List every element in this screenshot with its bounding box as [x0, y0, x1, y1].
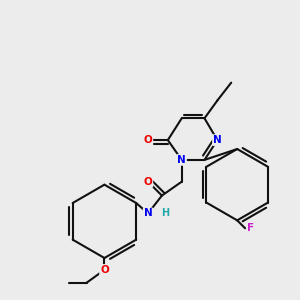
- Text: O: O: [144, 135, 152, 145]
- Text: N: N: [213, 135, 222, 145]
- Text: H: H: [161, 208, 169, 218]
- Text: N: N: [144, 208, 152, 218]
- Text: F: F: [248, 223, 255, 233]
- Text: O: O: [100, 265, 109, 275]
- Text: O: O: [144, 177, 152, 187]
- Text: N: N: [177, 155, 186, 165]
